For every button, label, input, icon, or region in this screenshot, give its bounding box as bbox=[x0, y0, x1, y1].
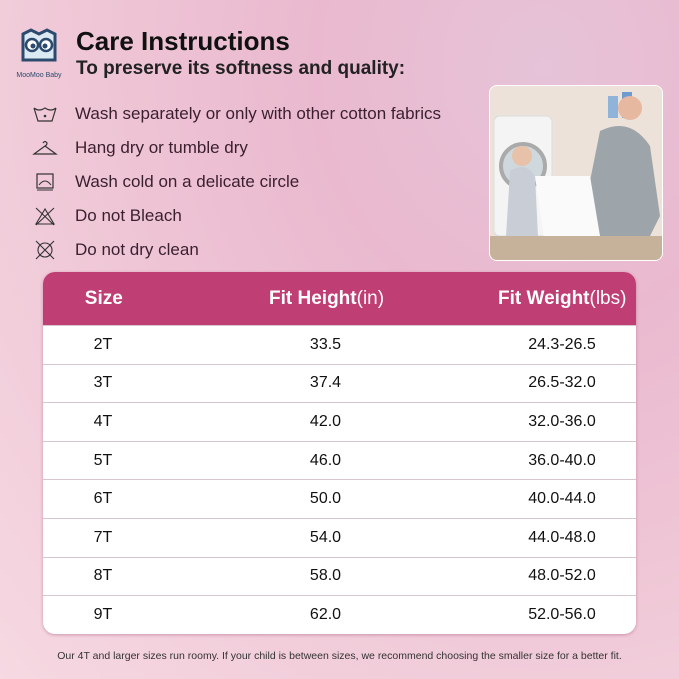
cell-height: 33.5 bbox=[309, 335, 342, 353]
cell-height: 54.0 bbox=[309, 528, 342, 546]
tumble-dry-icon bbox=[30, 169, 60, 195]
cell-weight: 52.0-56.0 bbox=[528, 605, 596, 623]
cell-height: 62.0 bbox=[309, 605, 342, 623]
table-row: 2T 33.5 24.3-26.5 bbox=[43, 325, 636, 364]
cell-height: 50.0 bbox=[309, 490, 342, 508]
table-row: 9T 62.0 52.0-56.0 bbox=[43, 595, 636, 634]
table-row: 8T 58.0 48.0-52.0 bbox=[43, 556, 636, 596]
cell-weight: 36.0-40.0 bbox=[528, 451, 596, 469]
table-row: 6T 50.0 40.0-44.0 bbox=[43, 479, 636, 518]
cell-height: 37.4 bbox=[309, 374, 342, 392]
brand-name: MooMoo Baby bbox=[16, 72, 62, 79]
size-chart-table: Size Fit Height(in) Fit Weight(lbs) 2T 33… bbox=[43, 272, 636, 634]
care-item: Do not Bleach bbox=[30, 201, 490, 231]
cell-size: 7T bbox=[93, 528, 113, 546]
care-text: Hang dry or tumble dry bbox=[75, 138, 248, 157]
table-row: 4T 42.0 32.0-36.0 bbox=[43, 402, 636, 441]
cell-height: 46.0 bbox=[309, 451, 342, 469]
cell-size: 5T bbox=[93, 451, 113, 469]
table-row: 7T 54.0 44.0-48.0 bbox=[43, 517, 636, 557]
table-row: 3T 37.4 26.5-32.0 bbox=[43, 363, 636, 403]
column-header-weight: Fit Weight(lbs) bbox=[498, 287, 627, 309]
cell-weight: 26.5-32.0 bbox=[528, 374, 596, 392]
no-bleach-icon bbox=[30, 203, 60, 229]
care-text: Do not dry clean bbox=[75, 240, 199, 259]
cell-size: 3T bbox=[93, 374, 113, 392]
cell-size: 9T bbox=[93, 605, 113, 623]
care-item: Hang dry or tumble dry bbox=[30, 133, 490, 163]
owl-logo-icon bbox=[21, 28, 57, 62]
care-item: Do not dry clean bbox=[30, 235, 490, 265]
hanger-icon bbox=[30, 135, 60, 161]
page-subtitle: To preserve its softness and quality: bbox=[76, 58, 406, 79]
cell-size: 8T bbox=[93, 567, 113, 585]
cell-weight: 44.0-48.0 bbox=[528, 528, 596, 546]
cell-height: 42.0 bbox=[309, 412, 342, 430]
page-title: Care Instructions bbox=[76, 26, 290, 56]
care-text: Wash cold on a delicate circle bbox=[75, 172, 300, 191]
cell-size: 2T bbox=[93, 335, 113, 353]
fit-note: Our 4T and larger sizes run roomy. If yo… bbox=[57, 650, 622, 662]
cell-size: 6T bbox=[93, 490, 113, 508]
no-dry-clean-icon bbox=[30, 237, 60, 263]
laundry-photo bbox=[489, 85, 663, 261]
care-text: Do not Bleach bbox=[75, 206, 182, 225]
cell-weight: 48.0-52.0 bbox=[528, 567, 596, 585]
brand-logo: MooMoo Baby bbox=[12, 28, 66, 82]
cell-weight: 32.0-36.0 bbox=[528, 412, 596, 430]
cell-weight: 40.0-44.0 bbox=[528, 490, 596, 508]
cell-size: 4T bbox=[93, 412, 113, 430]
cell-height: 58.0 bbox=[309, 567, 342, 585]
wash-tub-icon bbox=[30, 101, 60, 127]
care-text: Wash separately or only with other cotto… bbox=[75, 104, 441, 123]
column-header-size: Size bbox=[84, 287, 123, 309]
cell-weight: 24.3-26.5 bbox=[528, 335, 596, 353]
table-row: 5T 46.0 36.0-40.0 bbox=[43, 440, 636, 480]
care-item: Wash separately or only with other cotto… bbox=[30, 99, 490, 129]
care-item: Wash cold on a delicate circle bbox=[30, 167, 490, 197]
column-header-height: Fit Height(in) bbox=[269, 287, 385, 309]
table-header: Size Fit Height(in) Fit Weight(lbs) bbox=[43, 272, 636, 325]
